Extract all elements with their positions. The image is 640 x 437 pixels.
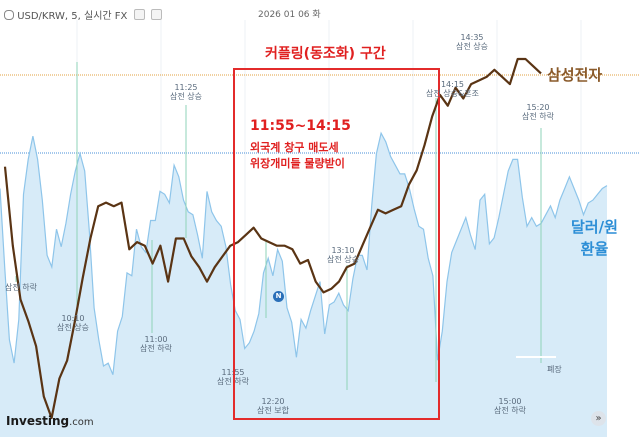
samsung-series-label: 삼성전자 [547, 66, 603, 84]
event-marker-lines [15, 62, 542, 390]
chart-header: USD/KRW, 5, 실시간 FX [4, 7, 162, 22]
event-text: 삼전 하락 [217, 377, 249, 386]
coupling-title: 커플링(동조화) 구간 [265, 46, 386, 62]
fx-series-line [0, 131, 608, 375]
scroll-right-icon[interactable]: » [591, 411, 606, 426]
event-note-0: 삼전 하락 [5, 283, 37, 292]
event-text: 삼전 상승 [57, 323, 89, 332]
close-icon[interactable] [150, 9, 162, 20]
event-time: 11:25 [174, 83, 198, 92]
event-text: 삼전 하락 [494, 406, 526, 415]
event-time: 13:10 [331, 246, 355, 255]
event-text: 삼전 상승 [456, 42, 488, 51]
collapse-icon[interactable] [4, 10, 14, 20]
event-time: 15:00 [498, 397, 522, 406]
event-time: 11:55 [221, 368, 245, 377]
settings-icon[interactable] [133, 9, 145, 20]
event-note-1: 10:10 삼전 상승 [57, 314, 89, 332]
event-note-3: 11:25 삼전 상승 [170, 83, 202, 101]
event-note-4: 11:55 삼전 하락 [217, 368, 249, 386]
event-time: 14:35 [460, 33, 484, 42]
fx-area-fill [0, 133, 607, 437]
event-note-9: 15:20 삼전 하락 [522, 103, 554, 121]
event-note-10: 15:00 삼전 하락 [494, 397, 526, 415]
event-note-2: 11:00 삼전 하락 [140, 335, 172, 353]
event-note-6: 13:10 삼전 상승 [327, 246, 359, 264]
event-time: 12:20 [261, 397, 285, 406]
investing-logo: Investing.com [6, 414, 94, 428]
event-note-8: 14:35 삼전 상승 [456, 33, 488, 51]
event-note-11: 폐장 [547, 365, 562, 374]
event-time: 15:20 [526, 103, 550, 112]
event-text: 삼전 상승 [327, 255, 359, 264]
coupling-note-line1: 외국계 창구 매도세 [250, 141, 339, 154]
fx-label-line2: 환율 [580, 240, 609, 258]
coupling-highlight-box [233, 68, 440, 420]
event-time: 14:15 [440, 80, 464, 89]
date-label: 2026 01 06 화 [258, 10, 321, 20]
coupling-note-line2: 위장개미들 물량받이 [250, 157, 345, 170]
samsung-series-line [3, 57, 542, 420]
event-note-7: 14:15 삼전 상승&혼조 [426, 80, 479, 98]
event-text: 삼전 상승 [170, 92, 202, 101]
event-time: 11:00 [144, 335, 168, 344]
logo-brand: Investing [6, 414, 70, 428]
event-text: 삼전 하락 [522, 112, 554, 121]
coupling-time-range: 11:55~14:15 [250, 118, 351, 134]
event-text: 삼전 보합 [257, 406, 289, 415]
fx-label-line1: 달러/원 [571, 218, 618, 236]
event-text: 삼전 상승&혼조 [426, 89, 479, 98]
fx-series-label: 달러/원 환율 [571, 216, 618, 260]
event-note-5: 12:20 삼전 보합 [257, 397, 289, 415]
event-text: 폐장 [547, 365, 562, 374]
event-text: 삼전 하락 [140, 344, 172, 353]
event-time: 10:10 [61, 314, 85, 323]
event-text: 삼전 하락 [5, 283, 37, 292]
news-badge-icon[interactable]: N [273, 291, 284, 302]
logo-suffix: .com [69, 417, 94, 428]
symbol-label: USD/KRW, 5, 실시간 FX [17, 11, 128, 22]
